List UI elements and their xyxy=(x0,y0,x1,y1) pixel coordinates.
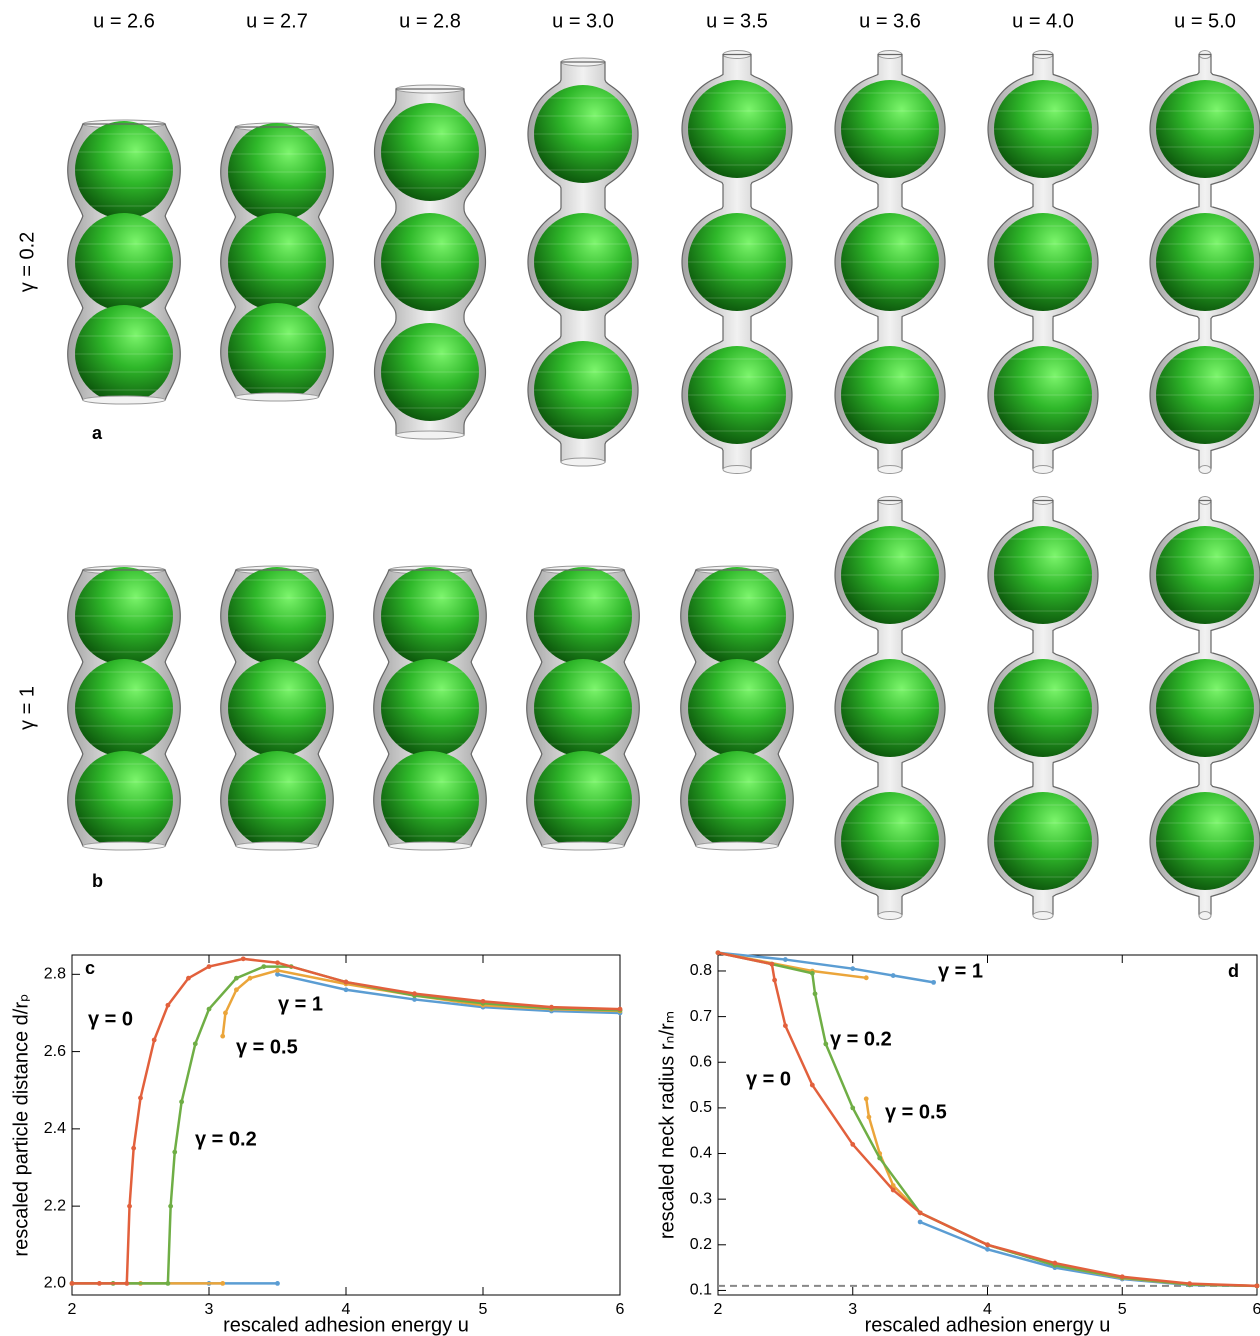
x-tick-label: 5 xyxy=(1118,1301,1127,1318)
y-tick-label: 0.6 xyxy=(690,1053,712,1070)
row-label: γ = 0.2 xyxy=(16,232,38,293)
y-tick-label: 2.6 xyxy=(44,1043,66,1060)
series-line xyxy=(72,970,620,1283)
membrane-column xyxy=(988,497,1098,920)
membrane-end xyxy=(1033,466,1053,474)
column-label: u = 2.6 xyxy=(93,10,155,32)
series-label: γ = 1 xyxy=(278,993,323,1015)
series-label: γ = 0.5 xyxy=(885,1101,947,1123)
membrane-column xyxy=(68,566,181,850)
series-label: γ = 0.2 xyxy=(195,1128,257,1150)
column-label: u = 5.0 xyxy=(1174,10,1236,32)
x-tick-label: 2 xyxy=(68,1301,77,1318)
column-label: u = 3.5 xyxy=(706,10,768,32)
y-tick-label: 2.8 xyxy=(44,966,66,983)
membrane-column xyxy=(682,51,792,474)
column-label: u = 3.6 xyxy=(859,10,921,32)
membrane-column xyxy=(375,85,486,439)
membrane-end xyxy=(878,912,902,920)
membrane-end xyxy=(389,842,471,850)
y-tick-label: 0.1 xyxy=(690,1282,712,1299)
panel-label: b xyxy=(92,871,103,891)
x-tick-label: 6 xyxy=(1253,1301,1260,1318)
membrane-end xyxy=(236,393,319,401)
membrane-column xyxy=(527,566,640,850)
y-tick-label: 0.3 xyxy=(690,1190,712,1207)
panel-label: d xyxy=(1228,961,1239,981)
y-tick-label: 2.0 xyxy=(44,1275,66,1292)
column-label: u = 4.0 xyxy=(1012,10,1074,32)
series-label: γ = 1 xyxy=(938,960,983,982)
y-tick-label: 2.4 xyxy=(44,1120,66,1137)
membrane-end xyxy=(1199,466,1211,474)
membrane-column xyxy=(835,51,945,474)
membrane-end xyxy=(723,466,751,474)
column-label: u = 2.8 xyxy=(399,10,461,32)
panel-label: a xyxy=(92,423,103,443)
page: u = 2.6 u = 2.7 u = 2.8 u = 3.0 u = 3.5 u = 3… xyxy=(0,0,1260,1336)
column-label: u = 2.7 xyxy=(246,10,308,32)
x-tick-label: 3 xyxy=(205,1301,214,1318)
series-line xyxy=(718,953,1257,1286)
series-label: γ = 0 xyxy=(746,1068,791,1090)
membrane-column xyxy=(68,120,181,404)
figure: u = 2.6 u = 2.7 u = 2.8 u = 3.0 u = 3.5 u = 3… xyxy=(0,0,1260,1336)
series-line xyxy=(718,953,1257,1286)
membrane-column xyxy=(221,566,334,850)
membrane-end xyxy=(1033,912,1053,920)
x-axis-label: rescaled adhesion energy u xyxy=(223,1314,469,1336)
series-label: γ = 0 xyxy=(88,1008,133,1030)
y-tick-label: 0.8 xyxy=(690,962,712,979)
y-axis-label: rescaled particle distance d/rₚ xyxy=(10,993,32,1256)
membrane-column xyxy=(835,497,945,920)
membrane-end xyxy=(1199,912,1211,920)
membrane-end xyxy=(542,842,624,850)
membrane-column xyxy=(681,566,794,850)
series-label: γ = 0.2 xyxy=(830,1028,892,1050)
y-tick-label: 0.7 xyxy=(690,1008,712,1025)
x-tick-label: 2 xyxy=(714,1301,723,1318)
membrane-end xyxy=(83,396,165,404)
row-label: γ = 1 xyxy=(16,686,38,730)
series-line xyxy=(718,953,1257,1286)
membrane-column xyxy=(1150,51,1260,474)
membrane-end xyxy=(236,842,318,850)
x-tick-label: 5 xyxy=(479,1301,488,1318)
panel-label: c xyxy=(85,958,95,978)
series-line xyxy=(718,953,1257,1286)
x-axis-label: rescaled adhesion energy u xyxy=(865,1314,1111,1336)
column-label: u = 3.0 xyxy=(552,10,614,32)
y-axis-label: rescaled neck radius rₙ/rₘ xyxy=(656,1011,678,1239)
y-tick-label: 0.5 xyxy=(690,1099,712,1116)
membrane-column xyxy=(374,566,487,850)
membrane-end xyxy=(696,842,778,850)
membrane-end xyxy=(561,458,605,466)
membrane-end xyxy=(83,842,165,850)
y-tick-label: 0.4 xyxy=(690,1145,712,1162)
membrane-column xyxy=(221,123,334,401)
x-tick-label: 6 xyxy=(616,1301,625,1318)
membrane-end xyxy=(878,466,902,474)
x-tick-label: 3 xyxy=(848,1301,857,1318)
series-line xyxy=(72,974,620,1283)
membrane-end xyxy=(396,431,464,439)
membrane-column xyxy=(988,51,1098,474)
y-tick-label: 2.2 xyxy=(44,1197,66,1214)
membrane-column xyxy=(1150,497,1260,920)
series-label: γ = 0.5 xyxy=(236,1036,298,1058)
series-line xyxy=(72,967,620,1284)
y-tick-label: 0.2 xyxy=(690,1236,712,1253)
membrane-column xyxy=(528,58,638,466)
